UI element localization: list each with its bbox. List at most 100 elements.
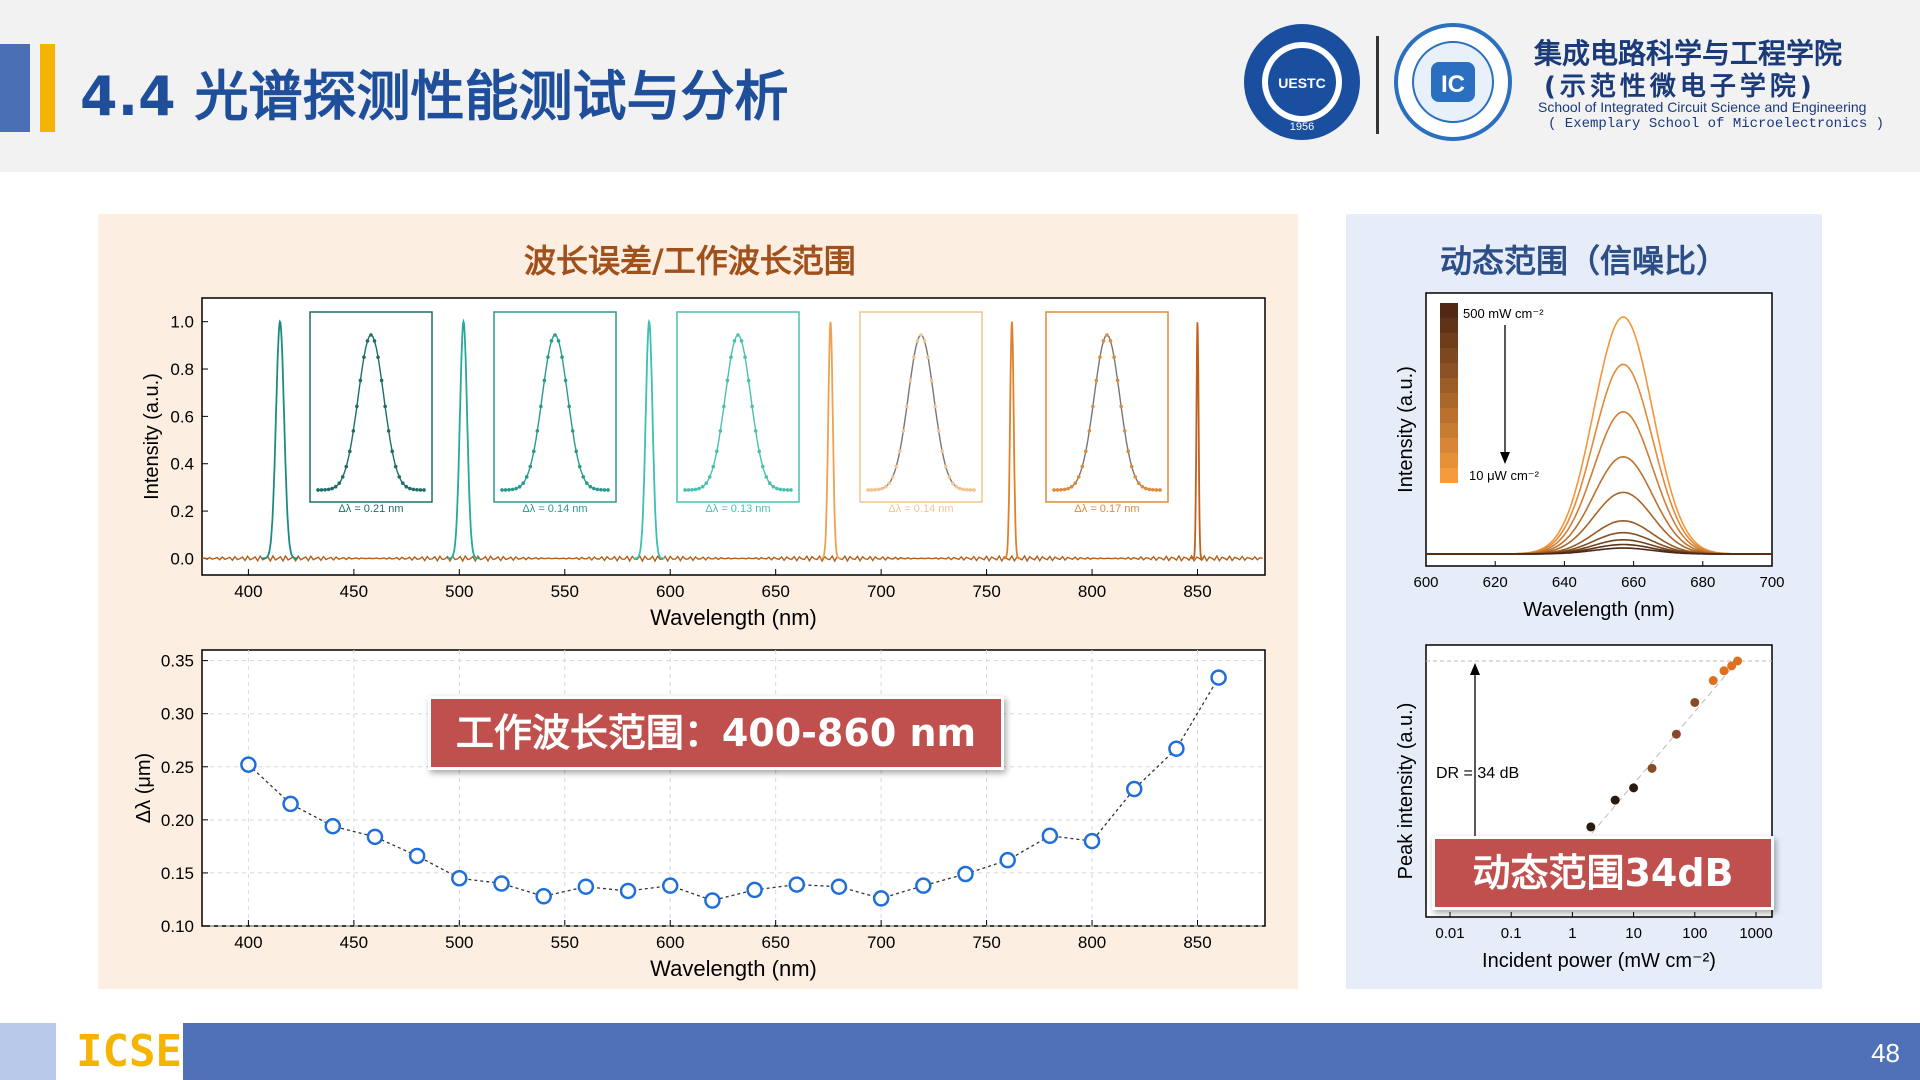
inset-data-point <box>883 484 888 489</box>
peak-x-tick-label: 1 <box>1568 925 1576 942</box>
spectra-y-axis-label: Intensity (a.u.) <box>141 373 163 500</box>
spectra-x-tick-label: 850 <box>1183 582 1211 601</box>
inset-data-point <box>753 429 758 433</box>
inset-frame <box>493 311 617 503</box>
inset-data-point <box>683 488 687 492</box>
dlambda-x-tick-label: 500 <box>445 933 473 952</box>
inset-data-point <box>333 484 338 489</box>
peak-data-point <box>1727 661 1737 671</box>
dlambda-data-point <box>957 865 974 883</box>
school-name-cn: 集成电路科学与工程学院 <box>1534 37 1843 70</box>
peak-data-point <box>1629 783 1639 793</box>
spectra-inset: Δλ = 0.14 nm <box>493 311 617 515</box>
inset-data-point <box>599 487 603 492</box>
inset-data-point <box>922 339 927 343</box>
inset-data-point <box>1129 464 1134 469</box>
power-legend-swatch <box>1440 423 1458 438</box>
uestc-logo-text: UESTC <box>1278 75 1325 91</box>
inset-data-point <box>323 487 327 492</box>
inset-data-point <box>1076 475 1081 479</box>
inset-data-point <box>326 487 331 492</box>
dlambda-data-point <box>704 892 721 909</box>
spectra-inset: Δλ = 0.21 nm <box>309 311 433 515</box>
peak-data-point <box>1647 763 1657 773</box>
inset-data-point <box>1147 487 1152 492</box>
dlambda-data-point <box>999 851 1016 869</box>
peak-x-tick-label: 1000 <box>1739 925 1772 942</box>
inset-data-point <box>778 487 783 492</box>
peak-y-axis-label: Peak intensity (a.u.) <box>1395 703 1417 880</box>
dlambda-data-point <box>872 890 890 907</box>
spectra-x-tick-label: 750 <box>972 582 1000 601</box>
inset-fwhm-label: Δλ = 0.17 nm <box>1074 503 1139 515</box>
power-legend-swatch <box>1440 333 1458 348</box>
dlambda-plot-frame <box>201 649 1266 927</box>
inset-data-point <box>319 488 324 492</box>
inset-data-point <box>553 333 557 337</box>
dlambda-y-tick-label: 0.20 <box>161 811 194 830</box>
peak-x-tick-label: 100 <box>1682 925 1707 942</box>
dlambda-x-tick-label: 700 <box>867 933 895 952</box>
dlambda-data-point <box>535 888 552 905</box>
spectra-inset: Δλ = 0.17 nm <box>1045 311 1169 515</box>
inset-data-point <box>943 464 948 469</box>
inset-data-point <box>560 355 564 359</box>
inset-data-point <box>1066 486 1070 491</box>
uestc-logo-year: 1956 <box>1290 121 1314 133</box>
right-panel-title: 动态范围（信噪比） <box>1440 242 1729 280</box>
header-accent-bar-yellow <box>40 44 55 132</box>
inset-data-point <box>768 481 772 485</box>
inset-data-point <box>915 339 920 343</box>
dynamic-range-callout: 动态范围34dB <box>1432 836 1774 910</box>
dlambda-data-point <box>1125 780 1143 798</box>
peak-data-point <box>1586 822 1596 832</box>
inset-data-point <box>330 486 334 491</box>
inset-fwhm-label: Δλ = 0.21 nm <box>338 503 403 515</box>
power-spectra-x-tick-label: 660 <box>1621 574 1646 591</box>
inset-fwhm-label: Δλ = 0.13 nm <box>705 503 770 515</box>
icse-logo: IC <box>1394 22 1512 146</box>
power-legend-swatch <box>1440 453 1458 468</box>
peak-fit-line <box>1572 660 1738 857</box>
inset-data-point <box>1144 486 1148 491</box>
inset-data-point <box>1119 404 1123 409</box>
dlambda-x-axis-label: Wavelength (nm) <box>650 956 817 981</box>
dlambda-y-tick-label: 0.15 <box>161 864 194 883</box>
inset-data-point <box>369 333 373 337</box>
inset-data-point <box>933 404 937 409</box>
inset-data-point <box>876 487 881 492</box>
inset-data-point <box>1126 449 1130 454</box>
inset-data-point <box>929 378 934 383</box>
peak-data-point <box>1708 676 1718 686</box>
slide-title: 4.4 光谱探测性能测试与分析 <box>80 65 789 128</box>
inset-data-point <box>894 464 899 469</box>
dlambda-data-point <box>240 756 257 773</box>
inset-data-point <box>577 464 582 469</box>
inset-data-point <box>1069 484 1074 489</box>
spectra-peak-line <box>633 318 665 560</box>
power-legend-swatch <box>1440 408 1458 423</box>
inset-data-point <box>1140 484 1145 489</box>
inset-data-point <box>581 475 586 479</box>
inset-data-point <box>686 488 691 492</box>
inset-data-point <box>535 429 540 433</box>
inset-data-point <box>700 484 705 489</box>
power-legend-swatch <box>1440 363 1458 378</box>
dlambda-data-point <box>788 876 806 893</box>
inset-data-point <box>1112 355 1116 359</box>
spectra-inset: Δλ = 0.13 nm <box>676 311 800 515</box>
inset-data-point <box>1098 355 1102 359</box>
footer-bar <box>183 1023 1920 1080</box>
inset-data-point <box>528 464 533 469</box>
dlambda-x-tick-label: 550 <box>551 933 579 952</box>
spectra-y-tick-label: 0.2 <box>170 502 194 521</box>
inset-data-point <box>725 378 730 383</box>
inset-data-point <box>951 481 955 485</box>
spectra-x-tick-label: 450 <box>340 582 368 601</box>
school-name-en-sub: ( Exemplary School of Microelectronics ) <box>1548 116 1885 132</box>
dlambda-y-tick-label: 0.10 <box>161 917 194 936</box>
inset-data-point <box>404 484 409 489</box>
dlambda-x-tick-label: 850 <box>1183 933 1211 952</box>
power-spectra-x-tick-label: 600 <box>1413 574 1438 591</box>
inset-data-point <box>782 487 786 492</box>
